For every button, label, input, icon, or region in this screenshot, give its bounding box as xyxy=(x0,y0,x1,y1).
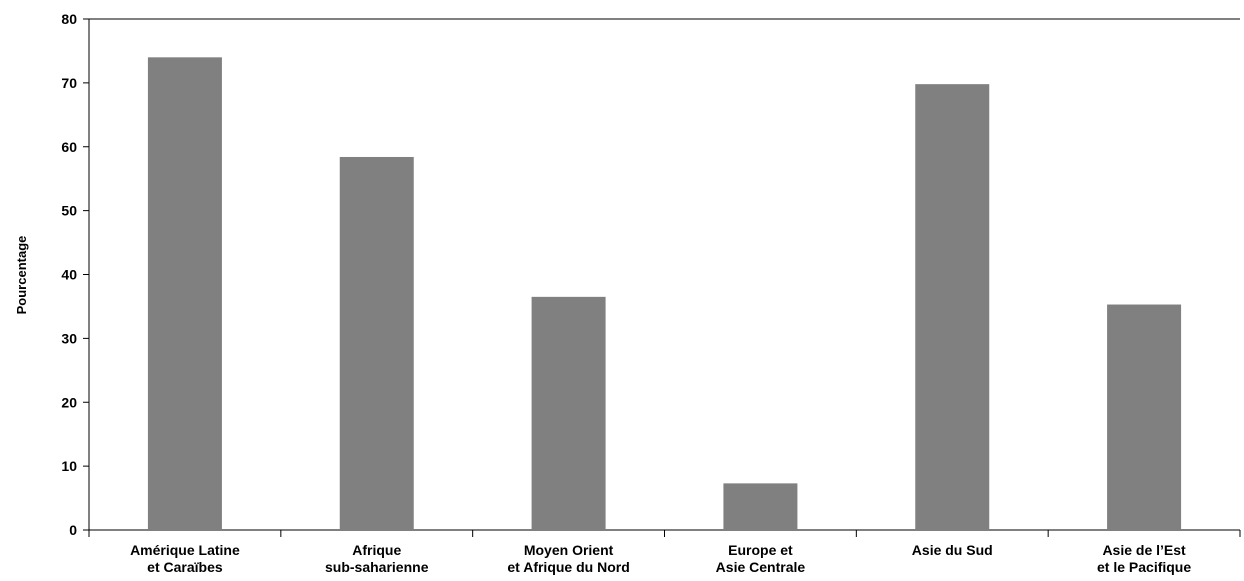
x-category-label: Afrique sub-saharienne xyxy=(325,542,429,575)
bar xyxy=(147,57,222,530)
x-category-label-line: sub-saharienne xyxy=(325,559,429,575)
x-category-label-line: et le Pacifique xyxy=(1097,559,1191,575)
bar xyxy=(531,296,606,530)
x-category-label-line: Asie du Sud xyxy=(912,542,993,558)
x-category-label: Moyen Orient et Afrique du Nord xyxy=(507,542,629,575)
y-tick-label: 0 xyxy=(69,522,77,538)
y-tick-label: 60 xyxy=(61,139,77,155)
x-category-label: Asie de l’Est et le Pacifique xyxy=(1097,542,1191,575)
x-category-label-line: Amérique Latine xyxy=(130,542,240,558)
y-tick-label: 10 xyxy=(61,458,77,474)
y-tick-label: 40 xyxy=(61,267,77,283)
x-category-label: Asie du Sud xyxy=(912,542,993,558)
bar xyxy=(339,156,414,530)
bar xyxy=(723,483,798,530)
x-category-label-line: Moyen Orient xyxy=(524,542,614,558)
y-tick-label: 80 xyxy=(61,11,77,27)
x-category-label-line: Afrique xyxy=(352,542,401,558)
y-tick-label: 30 xyxy=(61,330,77,346)
plot-area: 0 10 20 30 40 50 60 70 80 Amérique Latine et Caraï… xyxy=(61,11,1241,575)
x-category-label-line: Europe et xyxy=(728,542,793,558)
y-tick-label: 70 xyxy=(61,75,77,91)
bar xyxy=(1107,304,1182,530)
bar xyxy=(915,84,990,530)
y-axis-title: Pourcentage xyxy=(14,236,29,315)
x-category-label-line: Asie Centrale xyxy=(716,559,806,575)
x-category-label-line: et Afrique du Nord xyxy=(507,559,629,575)
y-tick-label: 20 xyxy=(61,394,77,410)
x-category-label: Amérique Latine et Caraïbes xyxy=(130,542,240,575)
y-tick-label: 50 xyxy=(61,203,77,219)
x-category-label-line: et Caraïbes xyxy=(147,559,223,575)
x-category-label-line: Asie de l’Est xyxy=(1102,542,1186,558)
x-category-label: Europe et Asie Centrale xyxy=(716,542,806,575)
